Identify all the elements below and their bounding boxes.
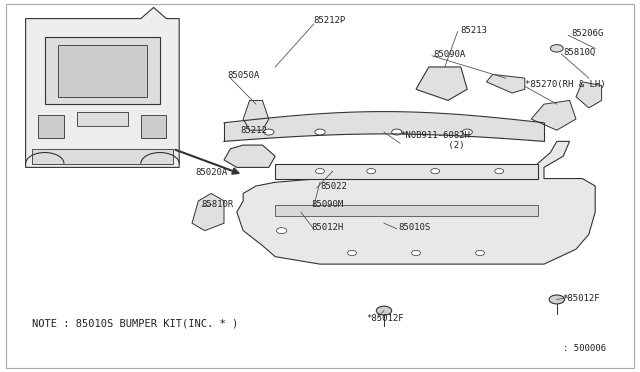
Polygon shape	[416, 67, 467, 100]
Circle shape	[376, 306, 392, 315]
Text: 85213: 85213	[461, 26, 488, 35]
Text: 85050A: 85050A	[227, 71, 259, 80]
Text: 85020A: 85020A	[195, 169, 227, 177]
Text: *N0B911-6082H
         (2): *N0B911-6082H (2)	[400, 131, 470, 150]
Polygon shape	[275, 164, 538, 179]
Polygon shape	[531, 100, 576, 130]
Bar	[38, 115, 64, 138]
Text: 85090M: 85090M	[312, 200, 344, 209]
Polygon shape	[224, 145, 275, 167]
Circle shape	[495, 169, 504, 174]
Circle shape	[264, 129, 274, 135]
Text: 85090A: 85090A	[433, 50, 465, 59]
Polygon shape	[192, 193, 224, 231]
Circle shape	[316, 169, 324, 174]
Bar	[141, 115, 166, 138]
Text: : 500006: : 500006	[563, 344, 606, 353]
Text: 85010S: 85010S	[398, 223, 430, 232]
Text: *85012F: *85012F	[562, 294, 600, 303]
Text: 85212P: 85212P	[314, 16, 346, 25]
Polygon shape	[243, 100, 269, 130]
Circle shape	[412, 250, 420, 256]
Circle shape	[549, 295, 564, 304]
Text: 85012H: 85012H	[312, 223, 344, 232]
Polygon shape	[275, 205, 538, 216]
Text: *85012F: *85012F	[366, 314, 404, 323]
Polygon shape	[237, 141, 595, 264]
Text: 85212: 85212	[240, 126, 267, 135]
Text: NOTE : 85010S BUMPER KIT(INC. * ): NOTE : 85010S BUMPER KIT(INC. * )	[32, 319, 238, 328]
Circle shape	[462, 129, 472, 135]
Polygon shape	[26, 7, 179, 167]
Text: 85206G: 85206G	[572, 29, 604, 38]
Text: 85810R: 85810R	[202, 200, 234, 209]
Polygon shape	[576, 82, 602, 108]
Polygon shape	[486, 74, 525, 93]
Circle shape	[550, 45, 563, 52]
Polygon shape	[45, 37, 160, 104]
Text: *85270(RH & LH): *85270(RH & LH)	[525, 80, 605, 89]
Circle shape	[276, 228, 287, 234]
Polygon shape	[58, 45, 147, 97]
Text: 85810Q: 85810Q	[563, 48, 595, 57]
Bar	[77, 112, 128, 126]
Text: 85022: 85022	[320, 182, 347, 191]
Bar	[32, 149, 173, 164]
Circle shape	[392, 129, 402, 135]
Circle shape	[348, 250, 356, 256]
Circle shape	[476, 250, 484, 256]
Circle shape	[315, 129, 325, 135]
Circle shape	[367, 169, 376, 174]
Circle shape	[431, 169, 440, 174]
